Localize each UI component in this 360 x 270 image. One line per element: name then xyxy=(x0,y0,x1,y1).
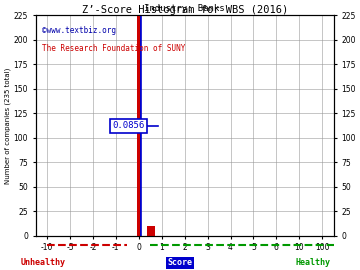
Text: Industry: Banks: Industry: Banks xyxy=(144,4,225,13)
Bar xyxy=(140,15,141,236)
Text: Score: Score xyxy=(167,258,193,267)
Text: The Research Foundation of SUNY: The Research Foundation of SUNY xyxy=(41,44,185,53)
Text: Unhealthy: Unhealthy xyxy=(21,258,66,267)
Text: ©www.textbiz.org: ©www.textbiz.org xyxy=(41,26,116,35)
Bar xyxy=(147,226,156,236)
Text: Healthy: Healthy xyxy=(296,258,331,267)
Y-axis label: Number of companies (235 total): Number of companies (235 total) xyxy=(4,67,11,184)
Title: Z’-Score Histogram for WBS (2016): Z’-Score Histogram for WBS (2016) xyxy=(81,5,288,15)
Text: 0.0856: 0.0856 xyxy=(112,122,145,130)
Bar xyxy=(137,15,141,236)
